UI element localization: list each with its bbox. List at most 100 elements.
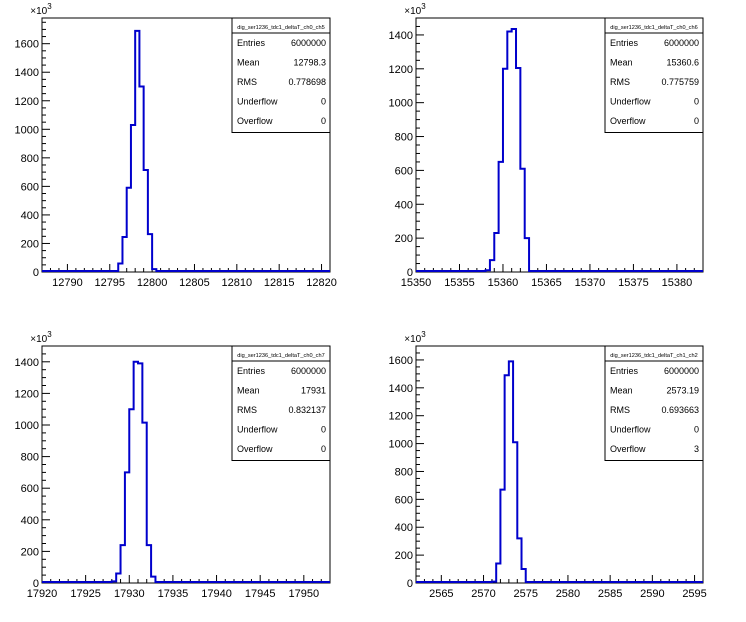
stats-value: 0 — [694, 116, 699, 126]
stats-value: 6000000 — [291, 38, 326, 48]
stats-label: Mean — [237, 58, 260, 68]
x-tick-label: 12820 — [306, 277, 337, 289]
y-tick-label: 1400 — [15, 357, 39, 369]
stats-label: Overflow — [610, 116, 646, 126]
y-tick-label: 0 — [407, 267, 413, 279]
stats-value: 0.693663 — [661, 405, 699, 415]
stats-title: dig_ser1236_tdc1_deltaT_ch0_ch6 — [610, 25, 697, 31]
stats-label: Mean — [610, 386, 633, 396]
x-tick-label: 15365 — [531, 277, 562, 289]
stats-label: Entries — [237, 38, 266, 48]
y-tick-label: 1200 — [15, 96, 39, 108]
histogram-panel-3: 17920 17925 17930 17935 17940 17945 17950 0 200 4… — [15, 330, 331, 600]
stats-value: 6000000 — [664, 366, 699, 376]
stats-label: Underflow — [237, 97, 278, 107]
x-tick-label: 15360 — [488, 277, 519, 289]
y-tick-label: 1600 — [389, 355, 413, 367]
y-tick-label: 1000 — [15, 124, 39, 136]
stats-label: RMS — [237, 77, 257, 87]
x-tick-label: 2585 — [598, 588, 622, 600]
stats-title: dig_ser1236_tdc1_deltaT_ch1_ch2 — [610, 353, 697, 359]
y-tick-label: 1200 — [15, 388, 39, 400]
stats-value: 0 — [321, 425, 326, 435]
stats-box-frame — [604, 345, 704, 461]
stats-value: 2573.19 — [666, 386, 699, 396]
x-tick-label: 2570 — [471, 588, 495, 600]
stats-value: 0.778698 — [288, 77, 326, 87]
x-tick-label: 2595 — [682, 588, 706, 600]
histogram-panel-2: 15350 15355 15360 15365 15370 15375 15380 0 200 4… — [389, 2, 704, 289]
y-tick-label: 1000 — [15, 420, 39, 432]
exponent-power: 3 — [421, 330, 426, 339]
y-exponent-label: ×103 — [30, 330, 52, 345]
y-tick-label: 600 — [395, 165, 413, 177]
stats-value: 0 — [321, 444, 326, 454]
exponent-power: 3 — [47, 330, 52, 339]
y-tick-label: 600 — [21, 181, 39, 193]
x-tick-label: 12815 — [264, 277, 295, 289]
stats-label: Underflow — [610, 425, 651, 435]
x-tick-label: 2580 — [556, 588, 580, 600]
exponent-power: 3 — [47, 2, 52, 11]
stats-value: 15360.6 — [666, 58, 699, 68]
x-tick-label: 15350 — [401, 277, 432, 289]
x-tick-label: 15380 — [662, 277, 693, 289]
histogram-outline — [42, 360, 330, 583]
stats-value: 6000000 — [664, 38, 699, 48]
exponent-base: ×10 — [404, 334, 421, 345]
x-tick-label: 12790 — [52, 277, 83, 289]
stats-box-frame — [231, 17, 331, 133]
stats-box-frame — [231, 345, 331, 461]
y-tick-label: 1400 — [389, 383, 413, 395]
y-tick-label: 0 — [33, 578, 39, 590]
x-tick-label: 2565 — [429, 588, 453, 600]
exponent-base: ×10 — [30, 334, 47, 345]
stats-box: dig_ser1236_tdc1_deltaT_ch1_ch2 Entries 60… — [604, 345, 704, 461]
y-tick-label: 800 — [395, 132, 413, 144]
y-tick-label: 200 — [21, 546, 39, 558]
x-tick-label: 17945 — [245, 588, 276, 600]
x-tick-label: 15375 — [618, 277, 649, 289]
x-tick-label: 12805 — [179, 277, 210, 289]
stats-label: Mean — [610, 58, 633, 68]
x-tick-label: 12795 — [94, 277, 125, 289]
stats-label: Entries — [610, 366, 639, 376]
stats-value: 0 — [321, 97, 326, 107]
exponent-base: ×10 — [404, 6, 421, 17]
stats-value: 0 — [321, 116, 326, 126]
histogram-outline — [416, 360, 703, 583]
y-tick-label: 1000 — [389, 98, 413, 110]
stats-value: 0 — [694, 425, 699, 435]
x-tick-label: 17950 — [289, 588, 320, 600]
y-tick-label: 200 — [395, 550, 413, 562]
stats-label: Mean — [237, 386, 260, 396]
y-tick-label: 400 — [395, 199, 413, 211]
y-exponent-label: ×103 — [30, 2, 52, 17]
exponent-power: 3 — [421, 2, 426, 11]
x-tick-label: 15355 — [444, 277, 475, 289]
stats-box-frame — [604, 17, 704, 133]
x-tick-label: 17935 — [158, 588, 189, 600]
y-tick-label: 600 — [395, 494, 413, 506]
y-tick-label: 400 — [395, 522, 413, 534]
stats-label: RMS — [237, 405, 257, 415]
stats-box: dig_ser1236_tdc1_deltaT_ch0_ch6 Entries 60… — [604, 17, 704, 133]
stats-label: RMS — [610, 405, 630, 415]
y-tick-label: 800 — [21, 452, 39, 464]
y-tick-label: 0 — [33, 267, 39, 279]
stats-label: Entries — [237, 366, 266, 376]
stats-label: Overflow — [237, 116, 273, 126]
stats-value: 6000000 — [291, 366, 326, 376]
stats-value: 3 — [694, 444, 699, 454]
stats-title: dig_ser1236_tdc1_deltaT_ch0_ch5 — [237, 25, 324, 31]
histogram-outline — [42, 29, 330, 272]
y-tick-label: 1600 — [15, 39, 39, 51]
stats-value: 0.775759 — [661, 77, 699, 87]
stats-box: dig_ser1236_tdc1_deltaT_ch0_ch7 Entries 60… — [231, 345, 331, 461]
y-tick-label: 600 — [21, 483, 39, 495]
y-tick-label: 1200 — [389, 411, 413, 423]
stats-box: dig_ser1236_tdc1_deltaT_ch0_ch5 Entries 60… — [231, 17, 331, 133]
histogram-panel-4: 2565 2570 2575 2580 2585 2590 2595 0 200 400 600 80… — [389, 330, 707, 600]
y-tick-label: 200 — [395, 233, 413, 245]
